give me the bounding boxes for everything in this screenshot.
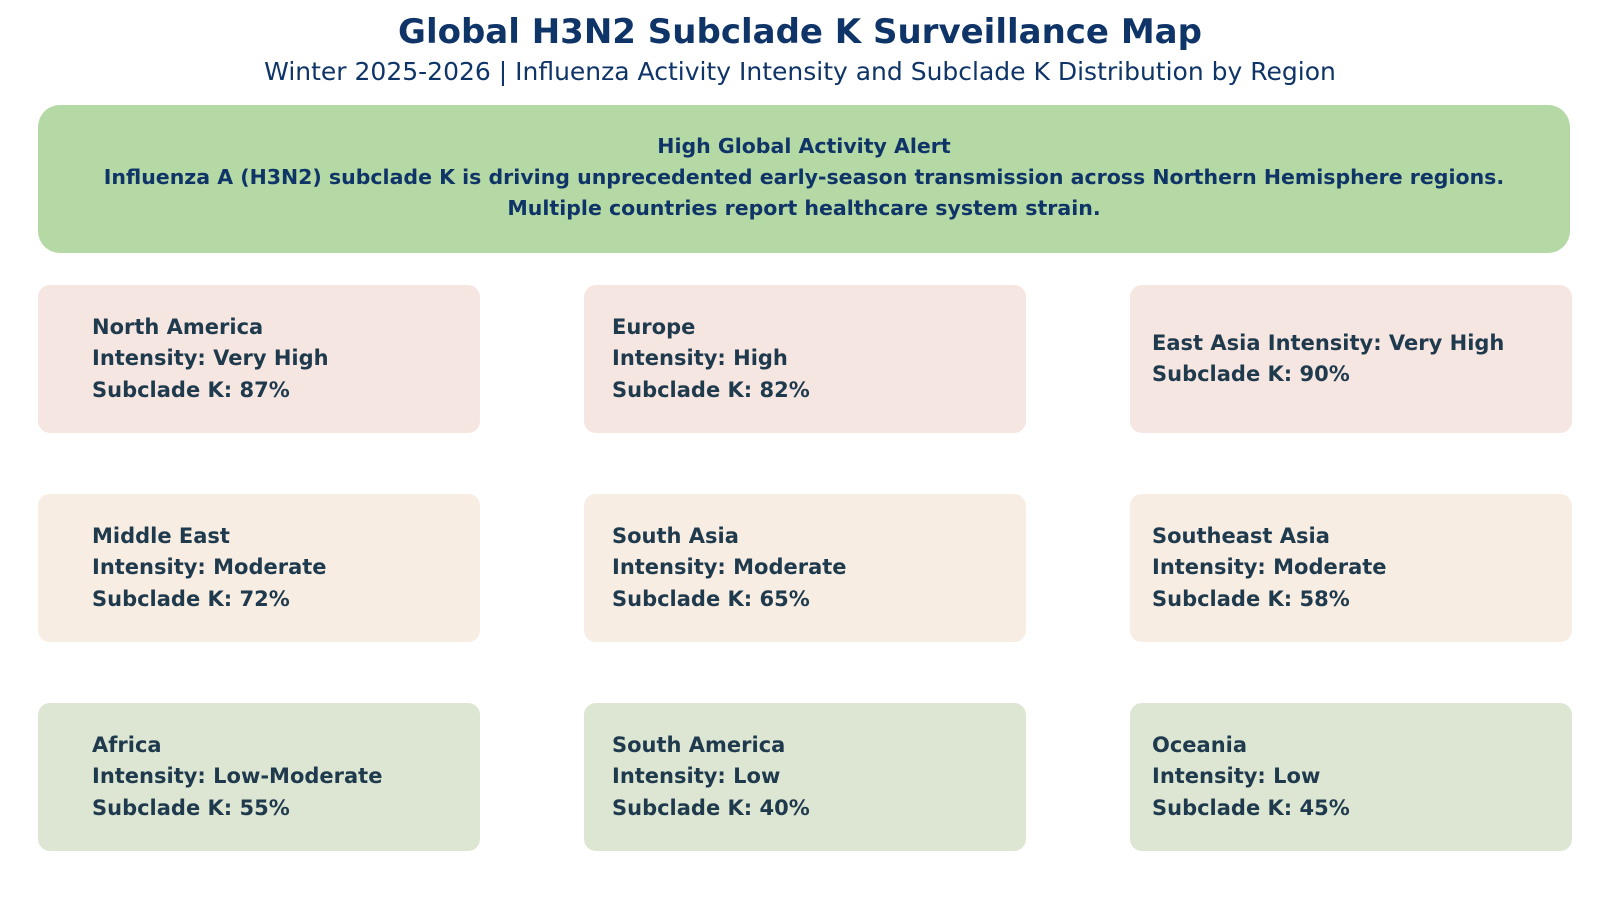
region-name: Southeast Asia (1152, 523, 1330, 548)
region-name: Middle East (92, 523, 230, 548)
region-card-oceania: Oceania Intensity: Low Subclade K: 45% (1130, 703, 1572, 851)
alert-heading: High Global Activity Alert (657, 134, 951, 158)
page-subtitle: Winter 2025-2026 | Influenza Activity In… (264, 57, 1336, 86)
region-intensity: Intensity: Low-Moderate (92, 764, 383, 789)
region-intensity: Intensity: Low (612, 764, 781, 789)
region-card-africa: Africa Intensity: Low-Moderate Subclade … (38, 703, 480, 851)
region-intensity: Intensity: Moderate (92, 555, 327, 580)
region-name: Europe (612, 314, 696, 339)
region-subclade-k: Subclade K: 82% (612, 377, 810, 402)
region-name: South Asia (612, 523, 739, 548)
alert-text-line-2: Multiple countries report healthcare sys… (507, 196, 1101, 220)
region-name: Oceania (1152, 732, 1248, 757)
region-card-north-america: North America Intensity: Very High Subcl… (38, 285, 480, 433)
region-subclade-k: Subclade K: 87% (92, 377, 290, 402)
region-subclade-k: Subclade K: 65% (612, 586, 810, 611)
region-card-south-asia: South Asia Intensity: Moderate Subclade … (584, 494, 1026, 642)
region-card-east-asia: East Asia Intensity: Very High Subclade … (1130, 285, 1572, 433)
region-intensity: Intensity: Low (1152, 764, 1321, 789)
page-title: Global H3N2 Subclade K Surveillance Map (398, 12, 1202, 52)
region-card-south-america: South America Intensity: Low Subclade K:… (584, 703, 1026, 851)
region-subclade-k: Subclade K: 58% (1152, 586, 1350, 611)
region-card-europe: Europe Intensity: High Subclade K: 82% (584, 285, 1026, 433)
region-subclade-k: Subclade K: 55% (92, 795, 290, 820)
region-intensity: Intensity: High (612, 346, 788, 371)
region-name: East Asia Intensity: Very High (1152, 330, 1505, 355)
region-intensity: Intensity: Moderate (612, 555, 847, 580)
region-subclade-k: Subclade K: 90% (1152, 362, 1350, 386)
region-name: North America (92, 314, 264, 339)
global-activity-alert-banner: High Global Activity Alert Influenza A (… (38, 105, 1570, 253)
region-subclade-k: Subclade K: 45% (1152, 795, 1350, 820)
region-intensity: Intensity: Very High (92, 346, 329, 371)
region-name: South America (612, 732, 786, 757)
region-subclade-k: Subclade K: 40% (612, 795, 810, 820)
region-intensity: Intensity: Moderate (1152, 555, 1387, 580)
region-subclade-k: Subclade K: 72% (92, 586, 290, 611)
region-card-middle-east: Middle East Intensity: Moderate Subclade… (38, 494, 480, 642)
region-name: Africa (92, 732, 162, 757)
region-card-southeast-asia: Southeast Asia Intensity: Moderate Subcl… (1130, 494, 1572, 642)
alert-text-line-1: Influenza A (H3N2) subclade K is driving… (103, 165, 1505, 189)
